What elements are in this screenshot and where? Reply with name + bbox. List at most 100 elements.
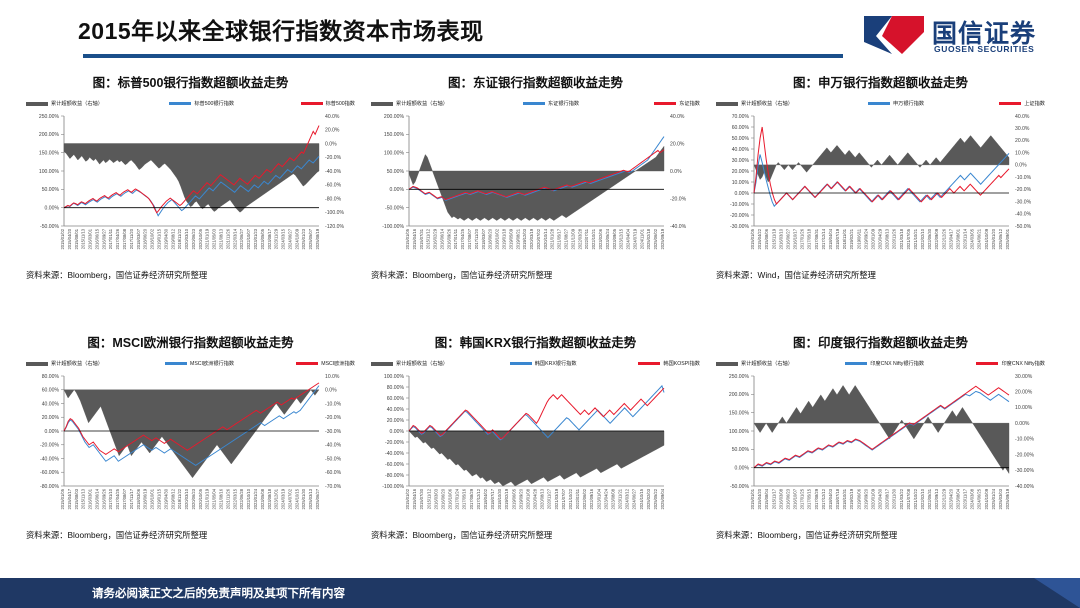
series-path bbox=[63, 125, 320, 214]
series-path bbox=[408, 430, 665, 487]
left-axis-tick: -20.00% bbox=[730, 213, 749, 219]
x-axis-tick: 2017/08/07 bbox=[122, 488, 127, 509]
x-axis-tick: 2016/09/27 bbox=[101, 228, 106, 249]
x-axis-tick: 2017/11/17 bbox=[129, 488, 134, 509]
x-axis-tick: 2019/05/09 bbox=[508, 228, 513, 249]
x-axis-tick: 2016/06/23 bbox=[785, 488, 790, 509]
chart-plot-krx-bank: 100.00% 80.00% 60.00% 40.00% 20.00% 0.00% -20.… bbox=[382, 374, 665, 510]
x-axis-tick: 2022/07/11 bbox=[584, 228, 589, 249]
x-axis-tick: 2016/10/06 bbox=[448, 488, 453, 509]
legend-item-2: 印度CNX Nifty指数 bbox=[976, 360, 1045, 367]
left-axis-tick: -50.00% bbox=[385, 205, 404, 211]
left-axis-tick: 50.00% bbox=[732, 136, 750, 142]
legend-label: 印度CNX Nifty银行指数 bbox=[870, 361, 925, 367]
x-axis-tick: 2018/10/01 bbox=[150, 488, 155, 509]
chart-legend-sp500: 累计超额收益（右轴） 标普500银行指数 标普500指数 bbox=[18, 100, 363, 107]
x-axis-tick: 2018/04/02 bbox=[483, 488, 488, 509]
x-axis-tick: 2021/01/19 bbox=[205, 228, 210, 249]
x-axis-tick: 2023/05/08 bbox=[260, 488, 265, 509]
legend-label: 累计超额收益（右轴） bbox=[396, 101, 448, 107]
x-axis-tick: 2022/10/10 bbox=[246, 488, 251, 509]
x-axis-tick: 2023/01/23 bbox=[253, 228, 258, 249]
x-axis-tick: 2021/11/26 bbox=[225, 488, 230, 509]
left-axis-tick: 200.00% bbox=[729, 392, 750, 398]
x-axis-tick: 2018/06/19 bbox=[143, 488, 148, 509]
x-axis-tick: 2016/06/14 bbox=[439, 228, 444, 249]
x-axis-tick: 2017/08/29 bbox=[469, 488, 474, 509]
right-axis-tick: -30.00% bbox=[1015, 468, 1034, 474]
x-axis-tick: 2019/12/03 bbox=[522, 228, 527, 249]
x-axis-tick: 2017/04/26 bbox=[115, 228, 120, 249]
x-axis-tick: 2015/08/04 bbox=[764, 488, 769, 509]
x-axis-tick: 2017/08/31 bbox=[814, 228, 819, 249]
x-axis-tick: 2018/07/17 bbox=[490, 488, 495, 509]
x-axis-tick: 2025/09/04 bbox=[660, 488, 665, 509]
left-axis-tick: -40.00% bbox=[40, 456, 59, 462]
legend-item-2: 韩国KOSPI指数 bbox=[638, 360, 700, 367]
right-axis-tick: -60.0% bbox=[325, 183, 342, 189]
x-axis-tick: 2018/06/20 bbox=[488, 228, 493, 249]
x-axis-tick: 2024/04/04 bbox=[626, 228, 631, 249]
x-axis-tick: 2022/12/26 bbox=[941, 228, 946, 249]
x-axis-tick: 2020/06/23 bbox=[191, 488, 196, 509]
legend-swatch-icon bbox=[716, 361, 738, 366]
legend-item-0: 累计超额收益（右轴） bbox=[371, 100, 448, 107]
x-axis-tick: 2021/03/19 bbox=[554, 488, 559, 509]
legend-item-1: MSCI欧洲银行指数 bbox=[165, 360, 234, 367]
right-axis-tick: -20.00% bbox=[1015, 452, 1034, 458]
legend-item-2: 上证指数 bbox=[999, 100, 1045, 107]
left-axis-tick: -30.00% bbox=[730, 224, 749, 230]
x-axis-tick: 2017/08/07 bbox=[467, 228, 472, 249]
left-axis-tick: -50.00% bbox=[40, 224, 59, 230]
x-axis-tick: 2024/06/21 bbox=[977, 228, 982, 249]
left-axis-tick: -50.00% bbox=[730, 484, 749, 490]
chart-source-india-bank: 资料来源：Bloomberg，国信证券经济研究所整理 bbox=[716, 530, 898, 540]
x-axis-tick: 2025/09/19 bbox=[1005, 488, 1010, 509]
chart-plot-topix: 200.00% 150.00% 100.00% 50.00% 0.00% -50.00% -… bbox=[382, 114, 686, 250]
x-axis-tick: 2024/06/27 bbox=[632, 488, 637, 509]
x-axis-tick: 2020/08/13 bbox=[885, 228, 890, 249]
x-axis-tick: 2020/10/05 bbox=[198, 228, 203, 249]
x-axis-tick: 2017/01/11 bbox=[453, 228, 458, 249]
left-axis-tick: 10.00% bbox=[732, 180, 750, 186]
x-axis-tick: 2025/01/30 bbox=[301, 488, 306, 509]
left-axis-tick: -100.00% bbox=[382, 484, 404, 490]
right-axis-tick: 10.00% bbox=[1015, 405, 1033, 411]
x-axis-tick: 2023/04/17 bbox=[948, 228, 953, 249]
x-axis-tick: 2022/06/02 bbox=[582, 488, 587, 509]
x-axis-tick: 2015/08/03 bbox=[74, 488, 79, 509]
x-axis-tick: 2015/04/22 bbox=[757, 228, 762, 249]
x-axis-tick: 2016/06/15 bbox=[94, 228, 99, 249]
x-axis-tick: 2023/05/05 bbox=[260, 228, 265, 249]
x-axis-tick: 2021/03/22 bbox=[899, 488, 904, 509]
x-axis-tick: 2022/10/07 bbox=[246, 228, 251, 249]
right-axis-tick: -60.0% bbox=[325, 470, 342, 476]
left-axis-tick: -60.00% bbox=[385, 462, 404, 468]
chart-legend-msci-europe: 累计超额收益（右轴） MSCI欧洲银行指数 MSCI欧洲指数 bbox=[18, 360, 363, 367]
series-path bbox=[408, 387, 665, 440]
x-axis-tick: 2022/05/31 bbox=[927, 488, 932, 509]
x-axis-tick: 2017/04/25 bbox=[460, 228, 465, 249]
x-axis-tick: 2021/12/09 bbox=[570, 228, 575, 249]
legend-swatch-icon bbox=[26, 101, 48, 106]
x-axis-tick: 2020/06/23 bbox=[191, 228, 196, 249]
right-axis-tick: 0.0% bbox=[670, 169, 682, 175]
x-axis-tick: 2024/06/27 bbox=[287, 228, 292, 249]
legend-label: 东证指数 bbox=[679, 101, 700, 107]
chart-legend-topix: 累计超额收益（右轴） 东证银行指数 东证指数 bbox=[363, 100, 708, 107]
x-axis-tick: 2020/03/19 bbox=[529, 228, 534, 249]
x-axis-tick: 2024/10/09 bbox=[984, 488, 989, 509]
x-axis-tick: 2023/11/14 bbox=[963, 228, 968, 249]
chart-legend-krx-bank: 累计超额收益（右轴） 韩国KRX银行指数 韩国KOSPI指数 bbox=[363, 360, 708, 367]
x-axis-tick: 2016/03/08 bbox=[778, 488, 783, 509]
left-axis-tick: 0.00% bbox=[45, 429, 60, 435]
left-axis-tick: 80.00% bbox=[387, 385, 405, 391]
chart-title-msci-europe: 图：MSCI欧洲银行指数超额收益走势 bbox=[87, 336, 294, 350]
series-path bbox=[753, 385, 1010, 469]
chart-panel-msci-europe: 图：MSCI欧洲银行指数超额收益走势累计超额收益（右轴） MSCI欧洲银行指数 MS… bbox=[18, 332, 363, 541]
x-axis-tick: 2017/11/20 bbox=[474, 228, 479, 249]
legend-item-1: 东证银行指数 bbox=[522, 100, 579, 107]
chart-panel-topix: 图：东证银行指数超额收益走势 累计超额收益（右轴） 东证银行指数 东证指数 200.00… bbox=[363, 72, 708, 281]
legend-swatch-icon bbox=[716, 101, 738, 106]
chart-title-krx-bank: 图：韩国KRX银行指数超额收益走势 bbox=[434, 336, 637, 350]
